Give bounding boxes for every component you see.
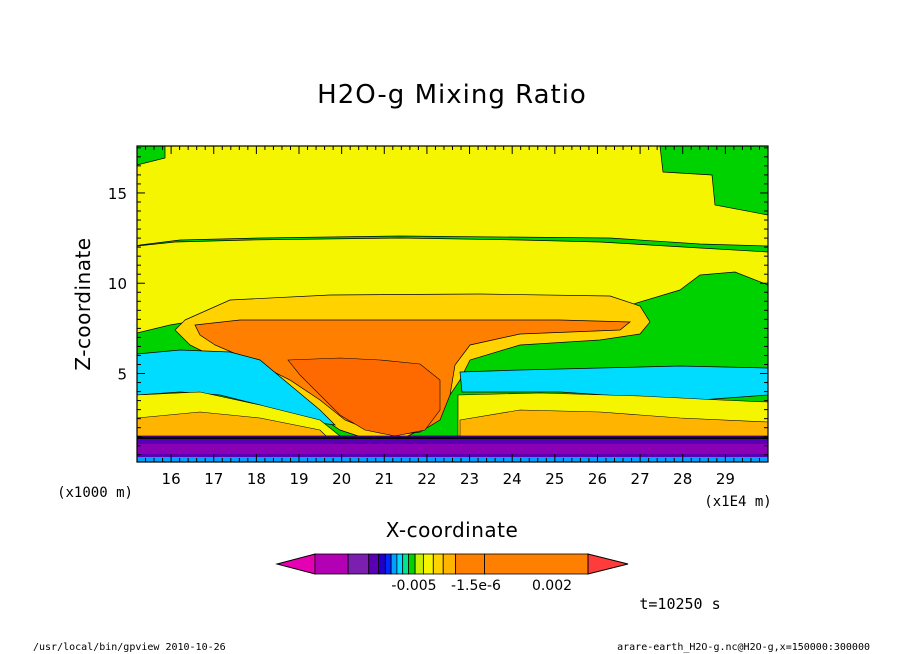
x-axis-label: X-coordinate: [386, 518, 519, 542]
colorbar-swatch: [442, 553, 457, 575]
x-tick-label: 26: [588, 470, 607, 488]
y-tick-label: 5: [117, 366, 127, 384]
footer-right: arare-earth_H2O-g.nc@H2O-g,x=150000:3000…: [617, 642, 870, 653]
colorbar-swatch: [396, 553, 404, 575]
y-unit-label: (x1000 m): [57, 485, 133, 501]
colorbar-min-arrow: [275, 553, 316, 575]
x-tick-label: 27: [631, 470, 650, 488]
chart-title: H2O-g Mixing Ratio: [317, 80, 587, 110]
core-orange-lobe: [287, 357, 441, 437]
x-tick-label: 28: [673, 470, 692, 488]
orange-low-region: [137, 411, 331, 441]
x-tick-label: 23: [460, 470, 479, 488]
x-tick-labels: 16 17 18 19 20 21 22 23 24 25 26 27 28 29: [162, 470, 735, 488]
x-tick-label: 29: [716, 470, 735, 488]
x-tick-label: 22: [417, 470, 436, 488]
footer-left: /usr/local/bin/gpview 2010-10-26: [33, 642, 226, 653]
surface-violet-band: [137, 444, 768, 454]
colorbar: [275, 553, 629, 575]
y-axis-label: Z-coordinate: [71, 237, 95, 370]
x-tick-label: 25: [545, 470, 564, 488]
colorbar-max-arrow: [587, 553, 629, 575]
colorbar-tick-label: 0.002: [532, 578, 572, 594]
colorbar-swatch: [455, 553, 485, 575]
tick-marks: [136, 146, 769, 462]
x-tick-label: 17: [204, 470, 223, 488]
colorbar-swatch: [378, 553, 386, 575]
time-label: t=10250 s: [639, 595, 720, 613]
x-tick-label: 21: [375, 470, 394, 488]
colorbar-swatch: [390, 553, 398, 575]
colorbar-swatch: [384, 553, 392, 575]
colorbar-swatch: [408, 553, 416, 575]
x-tick-label: 20: [332, 470, 351, 488]
y-tick-label: 10: [108, 275, 127, 293]
colorbar-tick-label: -0.005: [391, 578, 436, 594]
colorbar-swatch: [314, 553, 349, 575]
x-tick-label: 24: [503, 470, 522, 488]
x-tick-label: 19: [289, 470, 308, 488]
colorbar-swatch: [484, 553, 589, 575]
colorbar-swatch: [402, 553, 409, 575]
x-tick-label: 16: [162, 470, 181, 488]
colorbar-swatch: [347, 553, 370, 575]
yellow-region: [137, 146, 768, 247]
x-tick-label: 18: [247, 470, 266, 488]
y-tick-label: 15: [108, 185, 127, 203]
y-tick-labels: 5 10 15: [108, 185, 127, 384]
colorbar-swatch: [422, 553, 434, 575]
x-unit-label: (x1E4 m): [704, 494, 771, 510]
cyan-right-region: [459, 365, 768, 401]
colorbar-swatch: [414, 553, 424, 575]
cyan-region: [137, 349, 336, 426]
colorbar-swatch: [368, 553, 380, 575]
colorbar-swatch: [432, 553, 444, 575]
colorbar-tick-label: -1.5e-6: [451, 578, 501, 594]
colorbar-labels: -0.005 -1.5e-6 0.002: [391, 578, 572, 594]
contour-field: [137, 146, 768, 462]
